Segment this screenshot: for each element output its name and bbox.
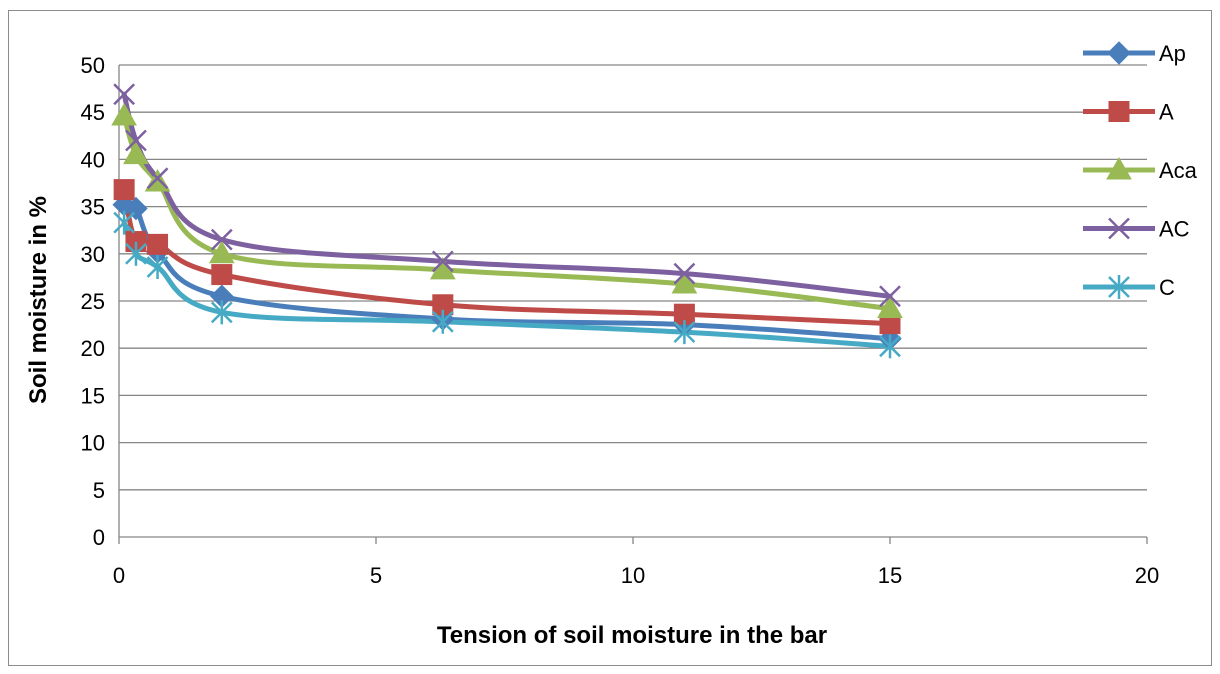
data-point-aca: [208, 240, 235, 264]
series-lines: [121, 91, 893, 349]
data-point-aca: [111, 102, 138, 126]
legend-label: Aca: [1159, 158, 1198, 183]
legend-label: A: [1159, 100, 1174, 125]
legend-item-ap: Ap: [1083, 41, 1186, 66]
series-line-aca: [121, 113, 893, 312]
data-point-c: [879, 334, 901, 359]
data-point-c: [431, 309, 454, 334]
data-point-ac: [210, 228, 233, 251]
data-point-c: [673, 320, 696, 345]
data-point-aca: [877, 295, 903, 319]
y-tick-label: 35: [81, 195, 105, 220]
data-point-ac: [673, 262, 696, 285]
legend-label: C: [1159, 275, 1175, 300]
y-axis-title: Soil moisture in %: [25, 196, 52, 404]
x-tick-label: 10: [621, 563, 645, 588]
y-tick-label: 5: [93, 478, 105, 503]
series-line-ac: [121, 91, 893, 299]
x-tick-label: 0: [113, 563, 125, 588]
y-tick-label: 20: [81, 336, 105, 361]
chart-frame: [8, 10, 1212, 666]
data-point-c: [113, 210, 136, 235]
y-tick-label: 30: [81, 242, 105, 267]
y-tick-label: 45: [81, 100, 105, 125]
data-point-ac: [113, 83, 136, 106]
y-tick-label: 10: [81, 431, 105, 456]
data-point-c: [146, 255, 169, 280]
x-tick-label: 20: [1135, 563, 1159, 588]
legend-item-aca: Aca: [1083, 156, 1198, 183]
legend-label: AC: [1159, 217, 1190, 242]
y-tick-label: 25: [81, 289, 105, 314]
data-point-c: [210, 300, 233, 325]
data-point-aca: [671, 271, 698, 294]
legend-marker: [1107, 41, 1131, 65]
y-tick-label: 0: [93, 525, 105, 550]
data-point-c: [125, 241, 147, 266]
legend-marker: [1106, 156, 1132, 180]
data-point-ac: [146, 167, 169, 190]
legend-marker: [1108, 275, 1130, 299]
y-tick-label: 15: [81, 383, 105, 408]
data-point-a: [147, 233, 169, 255]
data-point-a: [113, 179, 135, 201]
legend-item-a: A: [1083, 100, 1174, 125]
data-point-ac: [879, 285, 901, 308]
legend-item-ac: AC: [1083, 217, 1190, 242]
axes: [118, 65, 1148, 544]
data-point-ap: [124, 196, 148, 221]
legend-marker: [1108, 101, 1130, 122]
x-tick-label: 5: [370, 563, 382, 588]
x-tick-label: 15: [878, 563, 902, 588]
data-point-a: [211, 264, 233, 286]
legend-marker: [1108, 217, 1130, 240]
data-point-ac: [125, 129, 147, 152]
y-tick-label: 40: [81, 147, 105, 172]
x-tick-labels: 0 5 10 15 20: [113, 563, 1159, 588]
y-tick-labels: 0 5 10 15 20 25 30 35 40 45 50: [81, 53, 105, 550]
gridlines: [119, 64, 1147, 491]
series-markers: [111, 83, 903, 359]
series-line-ap: [121, 201, 893, 342]
legend-item-c: C: [1083, 275, 1175, 300]
y-tick-label: 50: [81, 53, 105, 78]
data-point-aca: [123, 141, 149, 165]
legend: Ap A Aca AC C: [1083, 41, 1198, 300]
data-point-ac: [431, 250, 454, 273]
x-axis-title: Tension of soil moisture in the bar: [437, 622, 827, 649]
legend-label: Ap: [1159, 41, 1186, 66]
